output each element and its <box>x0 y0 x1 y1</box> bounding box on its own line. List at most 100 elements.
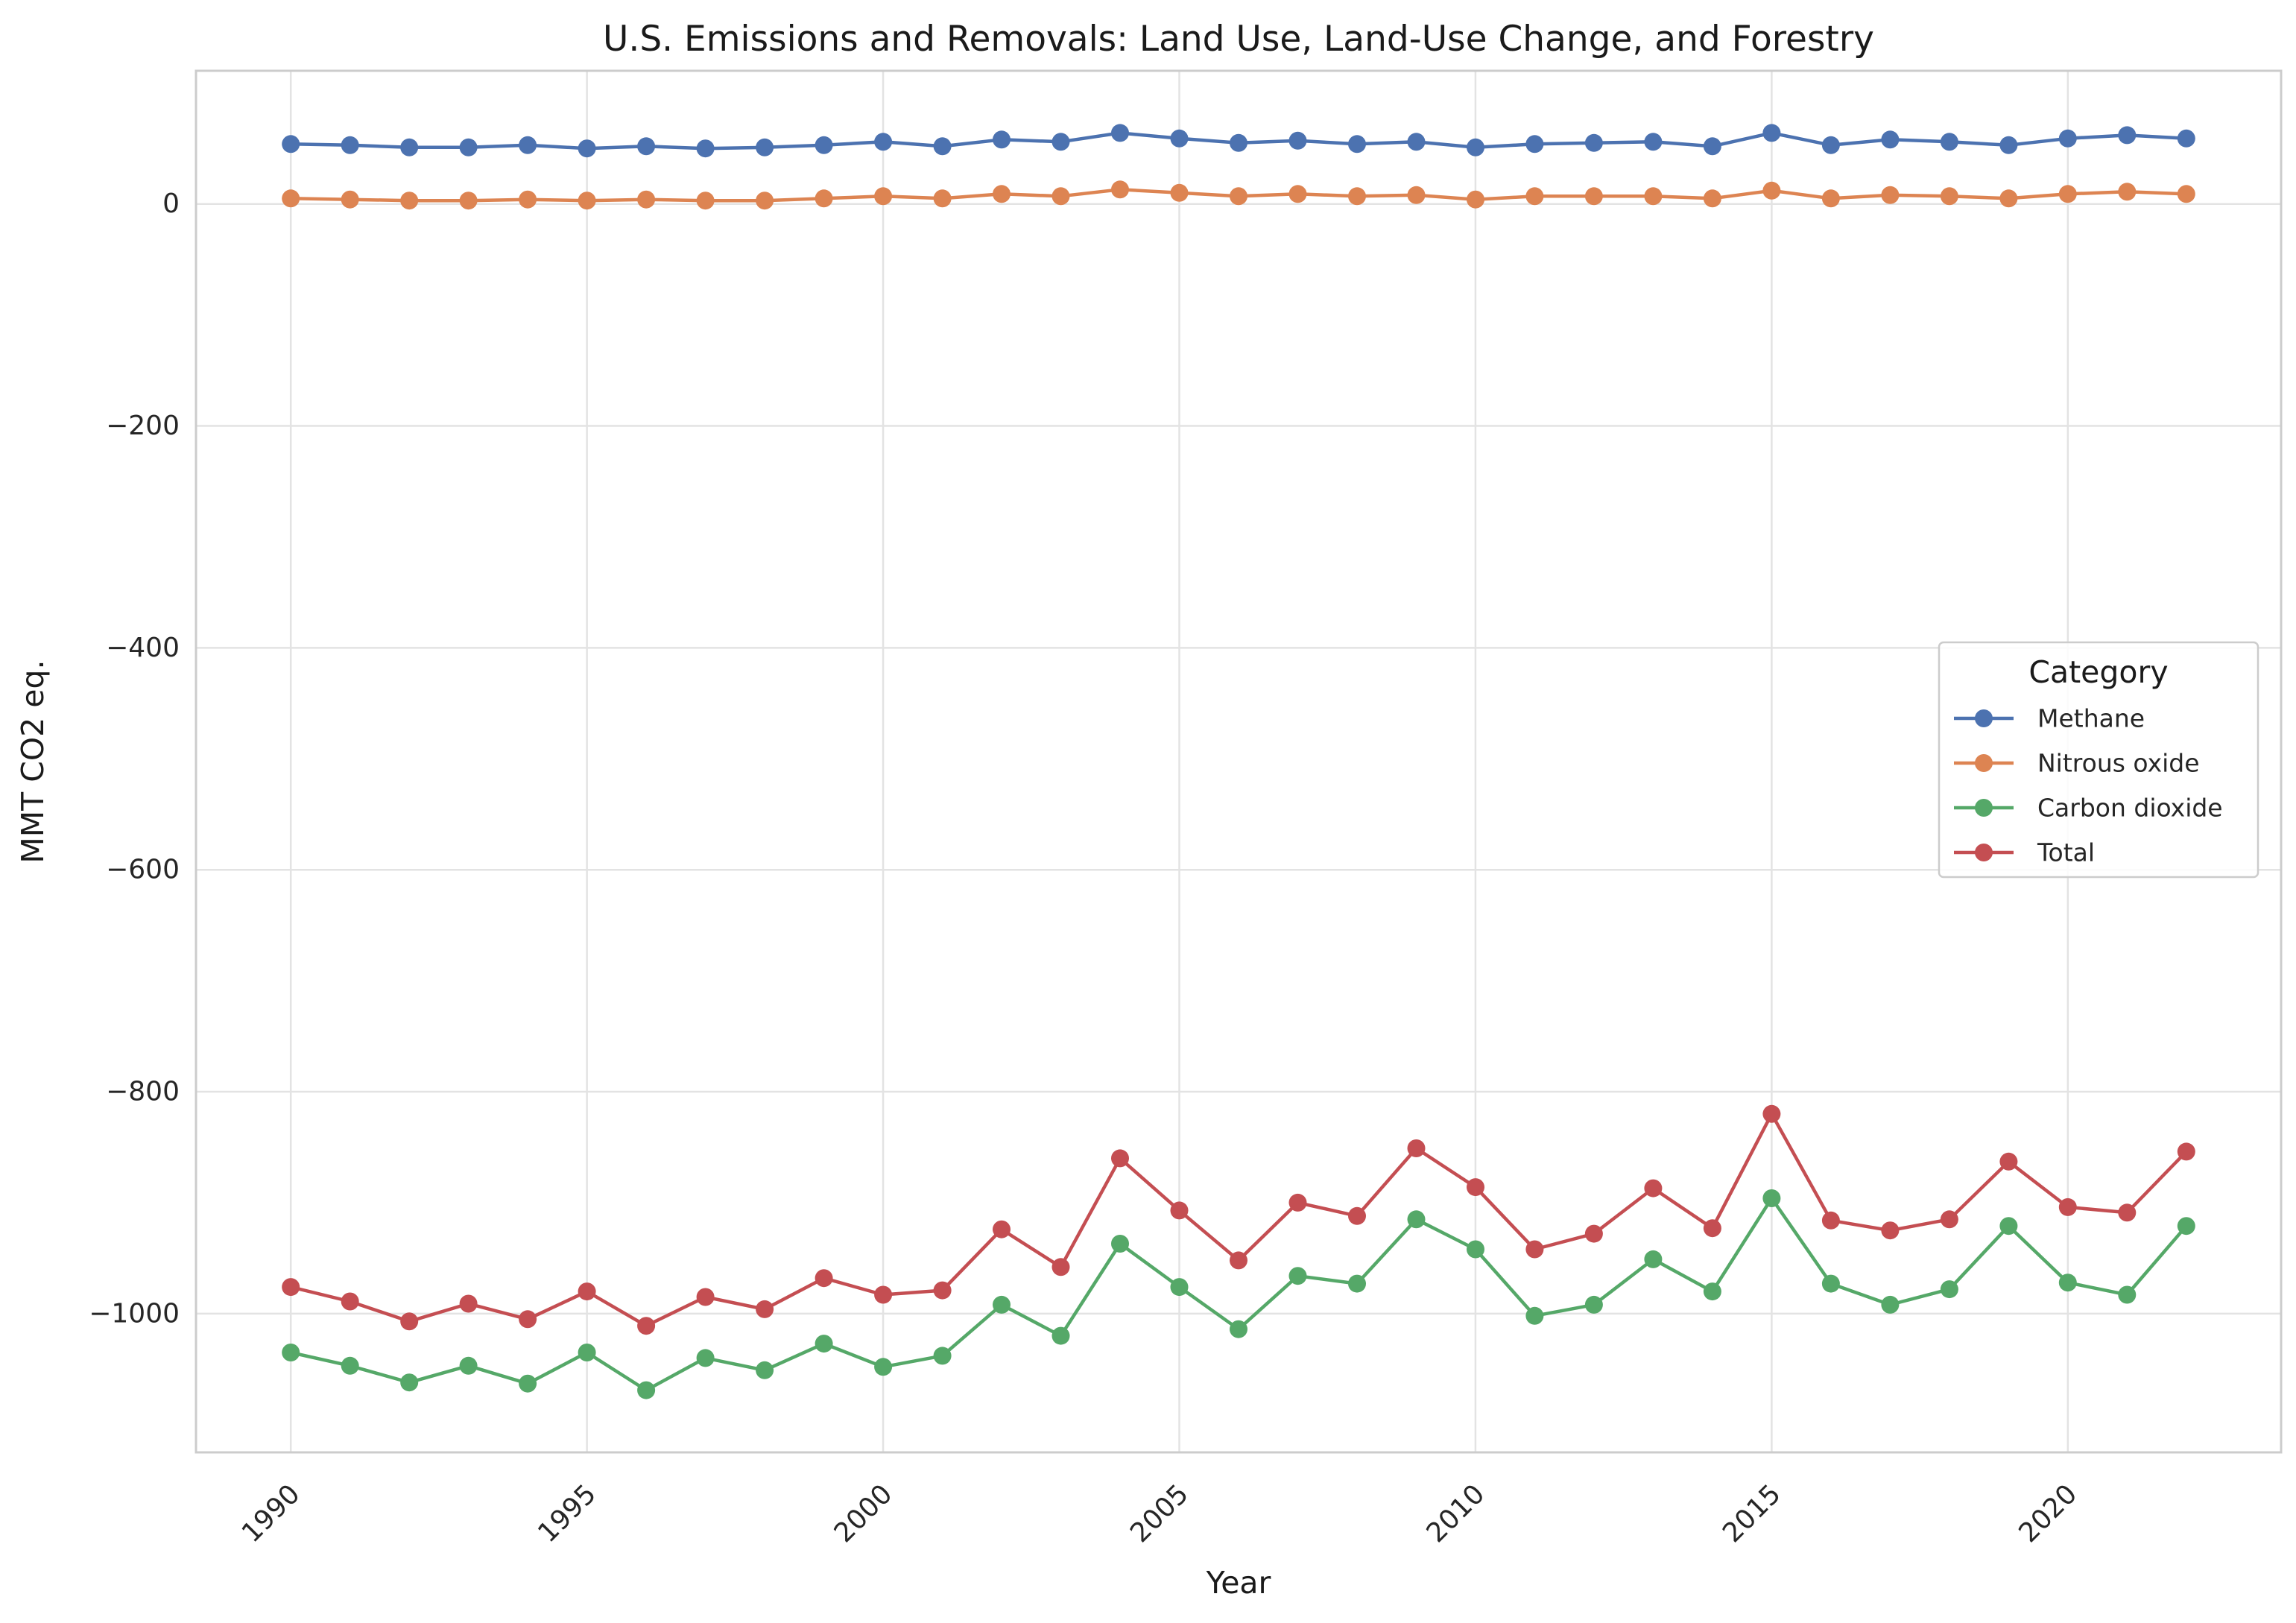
carbon-dioxide-point <box>696 1349 715 1367</box>
methane-point <box>637 137 656 156</box>
methane-point <box>933 137 952 156</box>
carbon-dioxide-point <box>1467 1240 1484 1259</box>
total-point <box>1525 1240 1544 1259</box>
legend-item-carbon-dioxide: Carbon dioxide <box>1954 794 2223 823</box>
total-point <box>1230 1251 1247 1270</box>
nitrous-oxide-point <box>1999 189 2018 208</box>
carbon-dioxide-point <box>1762 1189 1781 1207</box>
total-point <box>2058 1198 2077 1216</box>
carbon-dioxide-point <box>2177 1217 2195 1236</box>
methane-point <box>1051 133 1070 151</box>
total-point <box>1881 1221 1900 1240</box>
total-point <box>815 1269 833 1288</box>
nitrous-oxide-point <box>2177 185 2195 203</box>
nitrous-oxide-point <box>519 190 537 209</box>
methane-point <box>282 135 300 154</box>
legend-item-total: Total <box>1954 838 2095 867</box>
carbon-dioxide-point <box>1051 1326 1070 1345</box>
legend-label: Nitrous oxide <box>2037 749 2200 778</box>
total-point <box>1703 1219 1721 1238</box>
total-point <box>1170 1201 1189 1220</box>
x-axis-label: Year <box>1206 1565 1271 1601</box>
legend-label: Methane <box>2037 704 2145 733</box>
total-point <box>993 1220 1011 1238</box>
methane-point <box>1940 133 1958 151</box>
carbon-dioxide-point <box>2058 1274 2077 1292</box>
nitrous-oxide-point <box>1762 181 1781 200</box>
grid-lines <box>196 71 2281 1452</box>
carbon-dioxide-point <box>578 1344 596 1361</box>
methane-point <box>1170 129 1189 148</box>
legend-item-nitrous-oxide: Nitrous oxide <box>1954 749 2200 778</box>
nitrous-oxide-point <box>756 192 774 210</box>
methane-point <box>1644 133 1663 151</box>
total-point <box>1407 1139 1426 1157</box>
methane-point <box>2118 126 2137 145</box>
total-point <box>459 1294 478 1313</box>
nitrous-oxide-point <box>1288 185 1307 203</box>
carbon-dioxide-point <box>1999 1217 2018 1236</box>
methane-point <box>1230 133 1247 152</box>
y-axis-label: MMT CO2 eq. <box>15 659 51 863</box>
total-point <box>1644 1179 1663 1198</box>
nitrous-oxide-point <box>1644 187 1663 206</box>
methane-point <box>1762 124 1781 142</box>
carbon-dioxide-point <box>1230 1320 1247 1338</box>
carbon-dioxide-point <box>1821 1274 1840 1293</box>
carbon-dioxide-point <box>1644 1250 1663 1268</box>
series-total <box>282 1104 2195 1335</box>
nitrous-oxide-point <box>1940 187 1958 206</box>
methane-point <box>696 139 715 158</box>
nitrous-oxide-point <box>1348 187 1366 206</box>
total-point <box>578 1282 596 1301</box>
nitrous-oxide-point <box>1525 187 1544 206</box>
nitrous-oxide-point <box>1467 190 1484 209</box>
carbon-dioxide-point <box>933 1347 952 1365</box>
series-nitrous-oxide <box>282 180 2195 210</box>
methane-point <box>815 136 833 154</box>
methane-point <box>1821 136 1840 154</box>
carbon-dioxide-point <box>400 1373 419 1392</box>
methane-point <box>1111 124 1129 142</box>
series-lines <box>282 124 2195 1399</box>
total-point <box>756 1300 774 1318</box>
methane-point <box>1467 138 1484 156</box>
legend-label: Total <box>2037 838 2095 867</box>
carbon-dioxide-point <box>993 1295 1011 1314</box>
total-point <box>400 1312 419 1331</box>
nitrous-oxide-point <box>2118 183 2137 201</box>
nitrous-oxide-point <box>1881 186 1900 204</box>
nitrous-oxide-point <box>341 190 359 209</box>
nitrous-oxide-point <box>933 189 952 208</box>
carbon-dioxide-point <box>1940 1280 1958 1299</box>
legend-label: Carbon dioxide <box>2037 794 2223 823</box>
methane-point <box>459 138 478 156</box>
methane-point <box>1999 136 2018 154</box>
nitrous-oxide-point <box>1407 186 1426 204</box>
carbon-dioxide-point <box>1288 1267 1307 1285</box>
total-point <box>1999 1152 2018 1171</box>
total-point <box>1051 1258 1070 1276</box>
legend-swatch-marker <box>1975 709 1993 727</box>
y-tick-label: 0 <box>162 189 180 219</box>
y-tick-label: −400 <box>106 633 180 663</box>
carbon-dioxide-point <box>1407 1210 1426 1229</box>
total-point <box>1940 1210 1958 1229</box>
plot-area-frame <box>195 69 2283 1454</box>
total-point <box>282 1278 300 1297</box>
nitrous-oxide-point <box>696 192 715 210</box>
nitrous-oxide-point <box>637 190 656 209</box>
methane-point <box>519 136 537 154</box>
nitrous-oxide-point <box>1111 180 1129 199</box>
nitrous-oxide-point <box>1703 189 1721 208</box>
methane-point <box>1703 137 1721 156</box>
nitrous-oxide-point <box>993 185 1011 203</box>
total-point <box>696 1288 715 1306</box>
total-point <box>637 1317 656 1335</box>
total-point <box>2118 1203 2137 1222</box>
carbon-dioxide-point <box>2118 1285 2137 1304</box>
methane-point <box>2177 129 2195 148</box>
methane-point <box>756 138 774 156</box>
nitrous-oxide-point <box>1170 183 1189 202</box>
